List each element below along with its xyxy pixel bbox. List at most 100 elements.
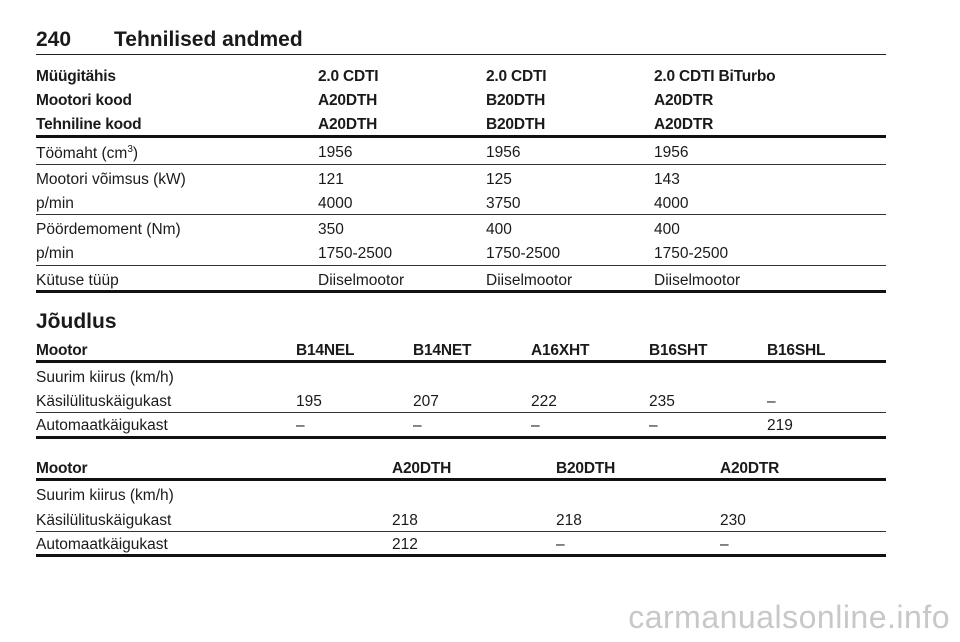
page-title: Tehnilised andmed (114, 28, 303, 51)
table-cell: 195 (296, 393, 322, 410)
table-row: Tehniline kood A20DTH B20DTH A20DTR (36, 112, 886, 138)
table-header-cell: A20DTR (654, 92, 714, 109)
table-cell: 207 (413, 393, 439, 410)
table-header-cell: B16SHL (767, 342, 826, 359)
row-label: Kütuse tüüp (36, 272, 119, 289)
table-row: Pöördemoment (Nm) 350 400 400 (36, 217, 886, 243)
table-cell: 1956 (654, 144, 689, 161)
table-cell: – (413, 417, 422, 434)
row-label: p/min (36, 245, 74, 262)
section-title: Jõudlus (36, 310, 117, 333)
table-cell: 1956 (318, 144, 353, 161)
table-cell: 121 (318, 171, 344, 188)
table-cell: 1750-2500 (318, 245, 393, 262)
row-label-text: ) (132, 145, 139, 163)
table-header-cell: B14NET (413, 342, 472, 359)
row-label: Automaatkäigukast (36, 536, 168, 553)
table-header-cell: B20DTH (486, 116, 546, 133)
table-row: p/min 1750-2500 1750-2500 1750-2500 (36, 241, 886, 267)
table-cell: – (649, 417, 658, 434)
table-header-cell: A16XHT (531, 342, 590, 359)
table-header-cell: B14NEL (296, 342, 355, 359)
divider (36, 436, 886, 439)
table-row: Automaatkäigukast – – – – 219 (36, 413, 886, 439)
table-header-cell: 2.0 CDTI BiTurbo (654, 68, 776, 85)
page-number: 240 (36, 28, 72, 51)
table-header-cell: A20DTR (720, 460, 780, 477)
table-cell: 400 (486, 221, 512, 238)
table-header-cell: Müügitähis (36, 68, 116, 85)
table-cell: 222 (531, 393, 557, 410)
table-cell: Diiselmootor (486, 272, 573, 289)
divider (36, 290, 886, 293)
divider (36, 531, 886, 532)
table-row: Suurim kiirus (km/h) (36, 483, 886, 509)
table-header-cell: 2.0 CDTI (486, 68, 547, 85)
table-header-cell: Mootor (36, 342, 88, 359)
table-cell: – (296, 417, 305, 434)
table-cell: 143 (654, 171, 680, 188)
table-cell: 400 (654, 221, 680, 238)
table-cell: 3750 (486, 195, 521, 212)
divider (36, 164, 886, 165)
divider (36, 554, 886, 557)
divider (36, 214, 886, 215)
table-cell: – (556, 536, 565, 553)
table-cell: 1956 (486, 144, 521, 161)
table-header-cell: Mootor (36, 460, 88, 477)
row-label: Töömaht (cm3) (36, 144, 138, 163)
row-label: Käsilülituskäigukast (36, 512, 172, 529)
row-label: Pöördemoment (Nm) (36, 221, 181, 238)
table-cell: Diiselmootor (654, 272, 741, 289)
row-label-text: Töömaht (cm (36, 145, 128, 163)
table-row: Mootori kood A20DTH B20DTH A20DTR (36, 88, 886, 114)
table-cell: – (767, 393, 776, 410)
table-row: Käsilülituskäigukast 218 218 230 (36, 508, 886, 534)
table-cell: 219 (767, 417, 793, 434)
table-row: p/min 4000 3750 4000 (36, 191, 886, 217)
page-header: 240 Tehnilised andmed (36, 28, 886, 55)
superscript: 3 (127, 144, 133, 155)
table-row: Automaatkäigukast 212 – – (36, 532, 886, 558)
divider (36, 412, 886, 413)
table-row: Müügitähis 2.0 CDTI 2.0 CDTI 2.0 CDTI Bi… (36, 64, 886, 90)
table-cell: 4000 (318, 195, 353, 212)
watermark: carmanualsonline.info (628, 599, 950, 635)
table-row: Töömaht (cm3) 1956 1956 1956 (36, 140, 886, 166)
row-label: Automaatkäigukast (36, 417, 168, 434)
divider (36, 135, 886, 138)
table-header-cell: B20DTH (486, 92, 546, 109)
divider (36, 265, 886, 266)
table-header-cell: A20DTR (654, 116, 714, 133)
divider (36, 478, 886, 481)
table-cell: 4000 (654, 195, 689, 212)
table-row: Mootor A20DTH B20DTH A20DTR (36, 456, 886, 482)
table-header-cell: A20DTH (318, 116, 378, 133)
table-header-cell: 2.0 CDTI (318, 68, 379, 85)
row-group-label: Suurim kiirus (km/h) (36, 487, 174, 504)
table-row: Mootor B14NEL B14NET A16XHT B16SHT B16SH… (36, 338, 886, 364)
table-cell: 1750-2500 (486, 245, 561, 262)
table-cell: 218 (392, 512, 418, 529)
table-header-cell: Mootori kood (36, 92, 132, 109)
row-label: p/min (36, 195, 74, 212)
table-header-cell: B16SHT (649, 342, 708, 359)
table-cell: Diiselmootor (318, 272, 405, 289)
row-group-label: Suurim kiirus (km/h) (36, 369, 174, 386)
table-cell: 350 (318, 221, 344, 238)
table-cell: – (531, 417, 540, 434)
row-label: Mootori võimsus (kW) (36, 171, 186, 188)
table-row: Suurim kiirus (km/h) (36, 365, 886, 391)
table-row: Käsilülituskäigukast 195 207 222 235 – (36, 389, 886, 415)
table-header-cell: A20DTH (392, 460, 452, 477)
row-label: Käsilülituskäigukast (36, 393, 172, 410)
table-cell: – (720, 536, 729, 553)
table-header-cell: Tehniline kood (36, 116, 142, 133)
table-cell: 218 (556, 512, 582, 529)
table-cell: 230 (720, 512, 746, 529)
table-cell: 235 (649, 393, 675, 410)
divider (36, 360, 886, 363)
table-cell: 125 (486, 171, 512, 188)
table-row: Mootori võimsus (kW) 121 125 143 (36, 167, 886, 193)
table-header-cell: B20DTH (556, 460, 616, 477)
